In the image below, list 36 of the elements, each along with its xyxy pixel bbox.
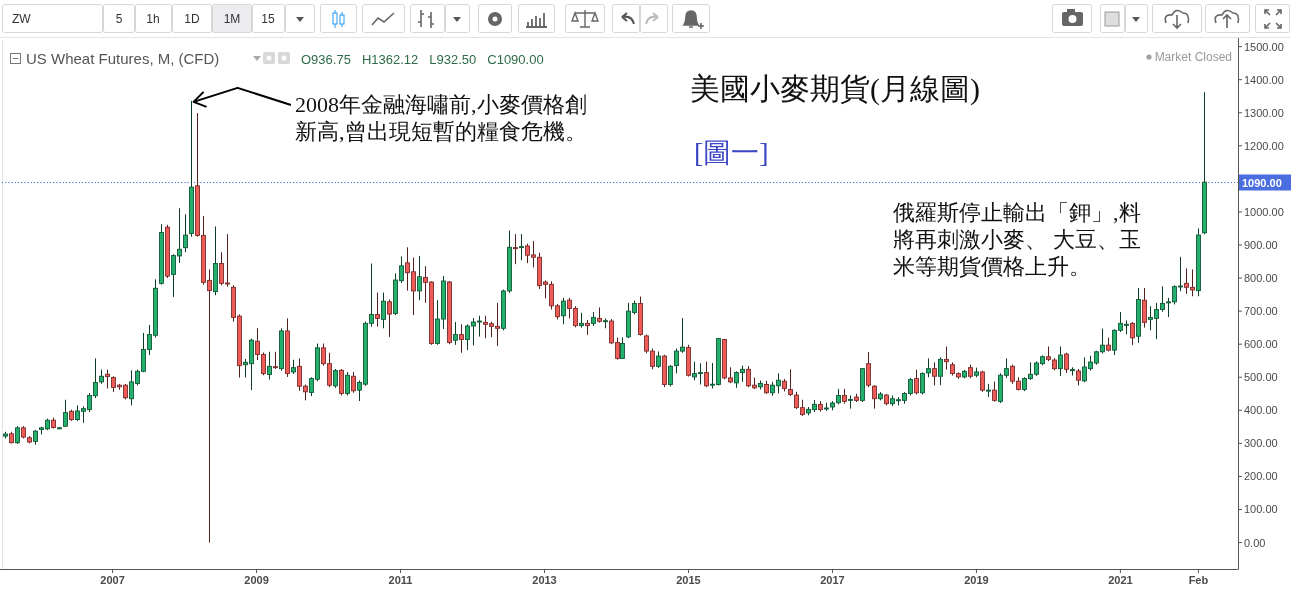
text: 1D (184, 12, 200, 26)
y-tick-label: 600.00 (1244, 338, 1278, 351)
x-tick-label: Feb (1188, 574, 1209, 586)
y-tick-label: 200.00 (1244, 470, 1278, 483)
x-tick-label: 2017 (820, 574, 845, 586)
text: 1M (223, 12, 241, 26)
x-tick-label: 2011 (388, 574, 413, 586)
y-tick-label: 1000.00 (1244, 205, 1284, 218)
y-tick-label: 1200.00 (1244, 139, 1284, 152)
annotation: 2008年金融海嘯前,小麥價格創新高,曾出現短暫的糧食危機。 (295, 91, 588, 145)
y-tick-label: 1400.00 (1244, 73, 1284, 86)
text: 15 (261, 12, 275, 26)
y-tick-label: 100.00 (1244, 503, 1278, 516)
y-tick-label: 1500.00 (1244, 40, 1284, 53)
y-tick-label: 1300.00 (1244, 106, 1284, 119)
y-tick-label: 300.00 (1244, 437, 1278, 450)
text: 5 (115, 12, 123, 26)
annotation: 俄羅斯停止輸出「鉀」,料將再刺激小麥、 大豆、玉米等期貨價格上升。 (893, 199, 1142, 280)
x-tick-label: 2007 (100, 574, 125, 586)
x-tick-label: 2021 (1108, 574, 1133, 586)
x-tick-label: 2009 (244, 574, 269, 586)
y-tick-label: 0.00 (1244, 536, 1266, 549)
annotation: Market Closed (1154, 50, 1232, 64)
text: 1h (146, 12, 160, 26)
y-tick-label: 900.00 (1244, 238, 1278, 251)
x-tick-label: 2015 (676, 574, 701, 586)
text: ZW (12, 12, 32, 26)
text: 美國小麥期貨(月線圖) (690, 71, 980, 107)
y-tick-label: 700.00 (1244, 305, 1278, 318)
x-tick-label: 2019 (964, 574, 989, 586)
text: [圖一] (694, 136, 769, 170)
y-tick-label: 400.00 (1244, 404, 1278, 417)
x-tick-label: 2013 (532, 574, 557, 586)
y-tick-label: 800.00 (1244, 272, 1278, 285)
ref-line-label: 1090.00 (1242, 176, 1282, 189)
y-tick-label: 500.00 (1244, 371, 1278, 384)
